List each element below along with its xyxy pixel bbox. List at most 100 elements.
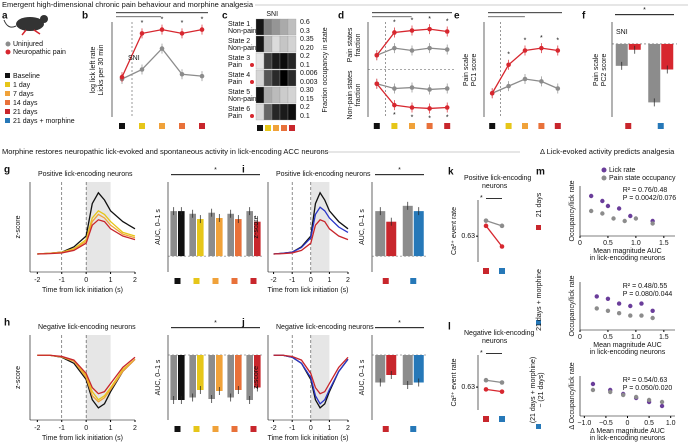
heatmap-cell (263, 103, 273, 121)
y-axis-label: z-score (15, 215, 22, 238)
significance-star: * (161, 16, 164, 23)
heatmap-cell (279, 86, 289, 104)
x-axis-label: in lick-encoding neurons (590, 435, 666, 442)
significance-star: * (556, 37, 559, 44)
condition-square (499, 416, 505, 422)
bar (208, 212, 215, 257)
sig-bar (372, 16, 412, 18)
y-axis-label: fraction (355, 83, 362, 106)
scatter-point (646, 397, 652, 403)
panel-letter: f (582, 11, 586, 22)
x-tick-label: 1 (327, 425, 331, 432)
significance-star: * (480, 350, 483, 357)
x-axis-label: Mean magnitude AUC (593, 248, 661, 255)
section-header: Emergent high-dimensional chronic pain b… (2, 0, 254, 9)
data-point (444, 29, 450, 34)
bar (413, 211, 424, 257)
significance-star: * (393, 112, 396, 119)
bar (254, 221, 261, 257)
heatmap-cell (263, 52, 273, 70)
color-tick-label: 0.003 (300, 79, 318, 86)
scatter-point (650, 221, 655, 226)
legend-label: Neuropathic pain (13, 49, 66, 56)
panel-letter: g (4, 165, 10, 176)
condition-square (273, 125, 279, 131)
data-point (119, 74, 125, 80)
data-point (139, 67, 145, 72)
bar (402, 205, 413, 257)
stat-label: R² = 0.76/0.48 (623, 187, 668, 194)
legend-label: 1 day (13, 82, 31, 89)
data-point (506, 83, 511, 89)
scatter-point (611, 216, 616, 221)
bar (208, 355, 215, 399)
annotation: SNI (616, 29, 628, 36)
panel-title: neurons (482, 338, 508, 345)
x-tick-label: -1 (59, 277, 65, 284)
legend-square (5, 73, 10, 78)
heatmap-cell (287, 103, 297, 121)
heatmap-cell (271, 52, 281, 70)
legend-dot (601, 175, 607, 181)
response-window (86, 335, 111, 420)
condition-square (193, 426, 200, 432)
bar (246, 211, 253, 257)
scatter-point (633, 394, 639, 400)
data-point (159, 27, 165, 32)
scatter-point (605, 308, 611, 313)
x-tick-label: 1.5 (659, 334, 669, 341)
heatmap-cell (287, 69, 297, 87)
x-tick-label: 1 (109, 425, 113, 432)
sig-bar (372, 12, 452, 14)
legend-label: Baseline (13, 73, 40, 80)
heatmap-cell (263, 18, 273, 36)
condition-square (174, 426, 181, 432)
color-tick-label: 0.1 (300, 62, 310, 69)
stat-label: R² = 0.48/0.55 (623, 283, 668, 290)
x-axis-label: Time from lick initiation (s) (42, 435, 123, 442)
condition-square (554, 123, 561, 129)
scatter-point (650, 315, 655, 321)
condition-square (289, 125, 295, 131)
section-header: Δ Lick-evoked activity predicts analgesi… (540, 147, 675, 156)
scatter-point (659, 403, 665, 409)
bar (661, 43, 674, 70)
bar (197, 219, 204, 257)
y-axis-label: Licks per 30 min (98, 44, 105, 95)
y-axis-label: z-score (15, 366, 22, 389)
data-point (499, 223, 505, 229)
panel-letter: i (242, 165, 245, 176)
condition-square (483, 416, 489, 422)
y-axis-label: z-score (253, 215, 260, 238)
color-tick-label: 0.6 (300, 19, 310, 26)
condition-square (231, 426, 238, 432)
color-tick-label: 0.2 (300, 53, 310, 60)
color-tick-label: 0.15 (300, 96, 314, 103)
panel-title: Positive lick-encoding neurons (38, 171, 133, 178)
x-tick-label: 1.5 (659, 240, 669, 247)
side-label: (21 days + morphine) (530, 357, 537, 423)
scatter-point (628, 213, 633, 219)
significance-star: * (393, 19, 396, 26)
bar (413, 355, 424, 383)
heatmap-cell (263, 35, 273, 53)
significance-star: * (398, 167, 401, 174)
side-square (536, 320, 541, 325)
x-tick-label: −0.5 (599, 420, 613, 427)
series-line (485, 379, 503, 384)
scatter-point (622, 218, 627, 224)
panel-letter: h (4, 318, 10, 329)
y-axis-label: PC1 score (471, 54, 478, 87)
trace-line (273, 219, 349, 255)
heatmap-cell (271, 86, 281, 104)
panel-letter: b (82, 11, 88, 22)
significance-star: * (643, 7, 646, 14)
condition-square (174, 278, 181, 284)
y-axis-label: AUC, 0–1 s (155, 209, 162, 245)
color-tick-label: 0.35 (300, 36, 314, 43)
data-point (199, 73, 205, 79)
data-point (522, 48, 528, 53)
scatter-point (659, 399, 665, 405)
state-label: Non-pain (228, 45, 257, 52)
condition-square (212, 278, 219, 284)
